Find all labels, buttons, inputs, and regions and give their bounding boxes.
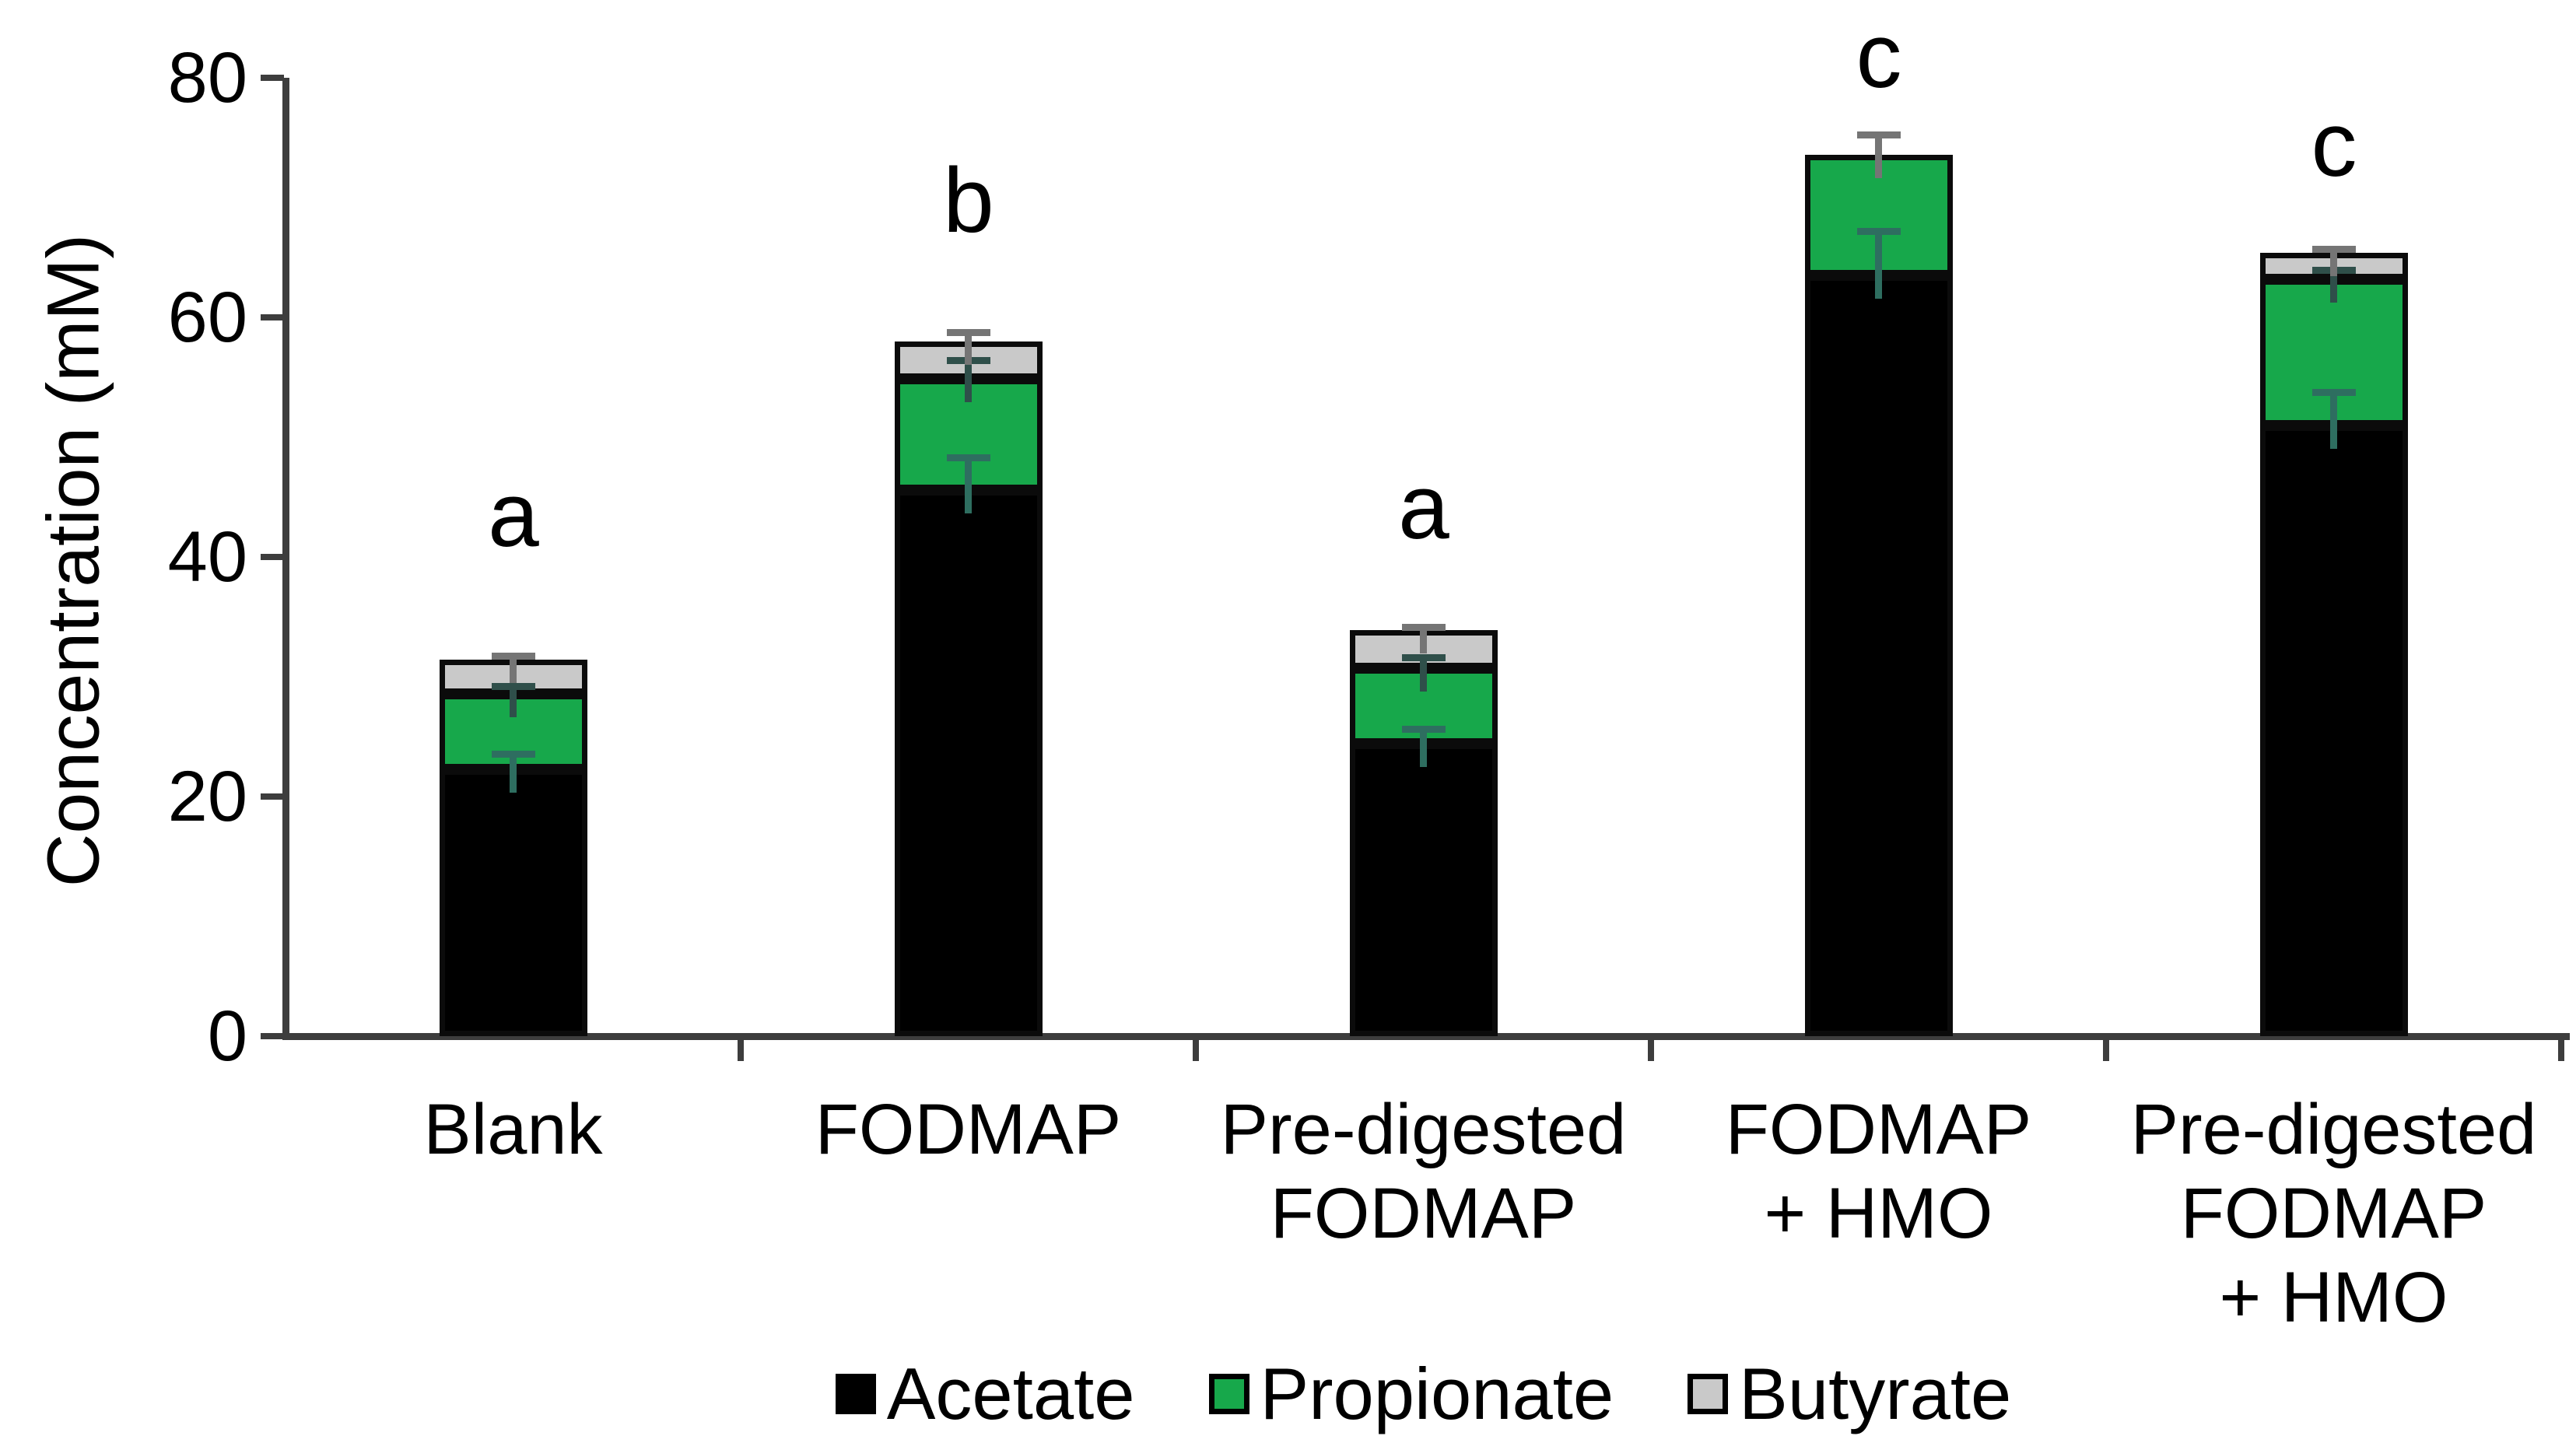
error-bar-stem <box>965 454 972 513</box>
error-bar-stem <box>2330 267 2337 303</box>
sig-letter: a <box>1398 456 1449 559</box>
y-axis-title: Concentration (mM) <box>32 233 115 888</box>
bar-segment-acetate <box>1349 744 1498 1036</box>
category-label: FODMAP <box>815 1090 1122 1169</box>
error-bar-stem <box>1875 131 1882 178</box>
error-bar-stem <box>510 682 517 717</box>
y-tick-mark <box>261 314 284 320</box>
legend-item-propionate: Propionate <box>1208 1353 1614 1434</box>
error-bar-cap <box>1856 131 1901 139</box>
bar-segment-acetate <box>439 769 587 1036</box>
error-bar-cap <box>491 682 535 690</box>
error-bar-stem <box>510 751 517 793</box>
y-tick-label: 60 <box>167 278 247 357</box>
legend: Acetate Propionate Butyrate <box>286 1355 2561 1433</box>
error-bar-cap <box>2311 389 2356 397</box>
category-label: Blank <box>423 1090 603 1169</box>
error-bar-stem <box>1420 624 1427 653</box>
legend-label: Acetate <box>886 1353 1135 1434</box>
x-axis-boundary-tick <box>2103 1036 2109 1061</box>
error-bar-cap <box>946 329 990 337</box>
y-tick-label: 80 <box>167 38 247 117</box>
y-tick-mark <box>261 1033 284 1039</box>
y-axis-line <box>282 78 289 1039</box>
error-bar-stem <box>1875 227 1882 299</box>
error-bar-cap <box>2311 245 2356 253</box>
x-axis-line <box>282 1033 2570 1040</box>
error-bar-stem <box>2330 245 2337 276</box>
x-axis-boundary-tick <box>1193 1036 1199 1061</box>
bar-segment-acetate <box>894 489 1043 1036</box>
legend-item-acetate: Acetate <box>835 1353 1135 1434</box>
error-bar-stem <box>1420 726 1427 768</box>
propionate-swatch-icon <box>1208 1374 1249 1414</box>
error-bar-stem <box>965 356 972 402</box>
x-axis-boundary-tick <box>2558 1036 2564 1061</box>
y-tick-mark <box>261 554 284 560</box>
category-label: Pre-digested FODMAP + HMO <box>2130 1090 2537 1337</box>
x-axis-boundary-tick <box>738 1036 744 1061</box>
error-bar-cap <box>1401 726 1446 734</box>
bar-segment-acetate <box>2259 425 2408 1036</box>
sig-letter: c <box>1856 5 1902 107</box>
sig-letter: b <box>943 149 994 252</box>
y-tick-mark <box>261 75 284 81</box>
error-bar-cap <box>1401 624 1446 632</box>
butyrate-swatch-icon <box>1688 1374 1729 1414</box>
error-bar-stem <box>1420 653 1427 692</box>
error-bar-cap <box>1401 653 1446 661</box>
bar-segment-acetate <box>1804 275 1953 1036</box>
error-bar-cap <box>491 653 535 660</box>
x-axis-boundary-tick <box>1648 1036 1654 1061</box>
category-label: FODMAP + HMO <box>1725 1090 2032 1253</box>
error-bar-stem <box>2330 389 2337 449</box>
legend-label: Butyrate <box>1739 1353 2012 1434</box>
legend-label: Propionate <box>1260 1353 1614 1434</box>
error-bar-stem <box>510 653 517 684</box>
error-bar-stem <box>965 329 972 365</box>
y-tick-mark <box>261 793 284 800</box>
error-bar-cap <box>1856 227 1901 235</box>
error-bar-cap <box>491 751 535 758</box>
category-label: Pre-digested FODMAP <box>1220 1090 1627 1253</box>
y-tick-label: 40 <box>167 517 247 597</box>
legend-item-butyrate: Butyrate <box>1688 1355 2011 1433</box>
sig-letter: c <box>2311 93 2357 196</box>
error-bar-cap <box>946 454 990 461</box>
acetate-swatch-icon <box>835 1374 876 1414</box>
y-tick-label: 0 <box>207 996 247 1076</box>
y-tick-label: 20 <box>167 757 247 836</box>
sig-letter: a <box>488 464 539 566</box>
